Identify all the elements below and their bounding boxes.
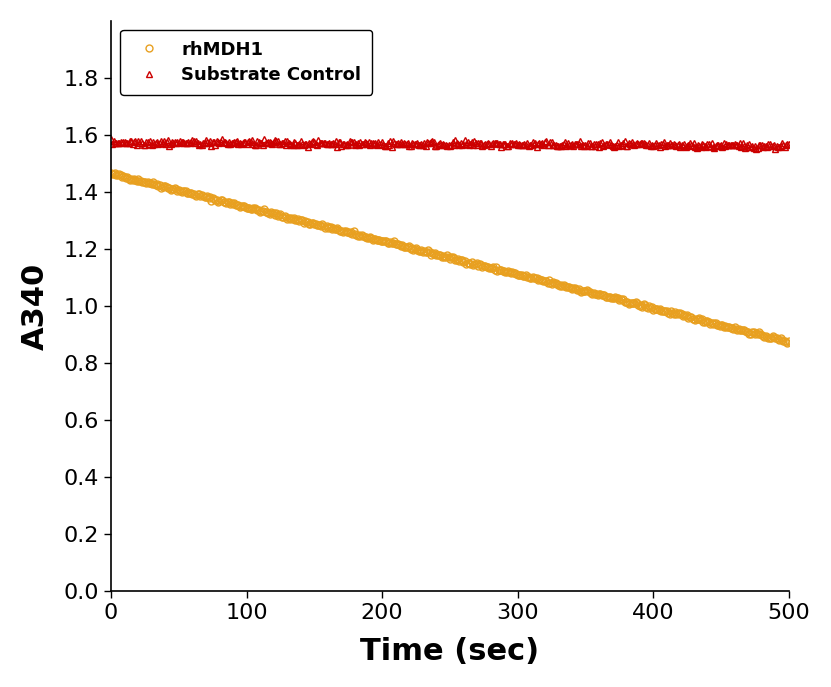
rhMDH1 bbox=[543, 278, 553, 286]
rhMDH1 bbox=[352, 232, 362, 240]
rhMDH1 bbox=[551, 279, 561, 287]
Y-axis label: A340: A340 bbox=[21, 262, 50, 350]
rhMDH1 bbox=[784, 337, 794, 345]
Substrate Control bbox=[784, 140, 794, 148]
rhMDH1 bbox=[302, 218, 312, 226]
Substrate Control bbox=[543, 141, 553, 149]
Substrate Control bbox=[302, 143, 312, 151]
Substrate Control bbox=[352, 139, 362, 147]
Line: Substrate Control: Substrate Control bbox=[107, 136, 792, 153]
Substrate Control bbox=[106, 135, 116, 144]
X-axis label: Time (sec): Time (sec) bbox=[361, 637, 539, 666]
Substrate Control bbox=[667, 141, 677, 149]
Substrate Control bbox=[551, 141, 561, 149]
rhMDH1 bbox=[667, 308, 677, 317]
Legend: rhMDH1, Substrate Control: rhMDH1, Substrate Control bbox=[120, 30, 372, 95]
rhMDH1 bbox=[783, 339, 793, 347]
Substrate Control bbox=[274, 139, 284, 148]
Substrate Control bbox=[751, 145, 761, 153]
rhMDH1 bbox=[274, 211, 284, 219]
rhMDH1 bbox=[106, 169, 116, 177]
Line: rhMDH1: rhMDH1 bbox=[107, 170, 792, 346]
